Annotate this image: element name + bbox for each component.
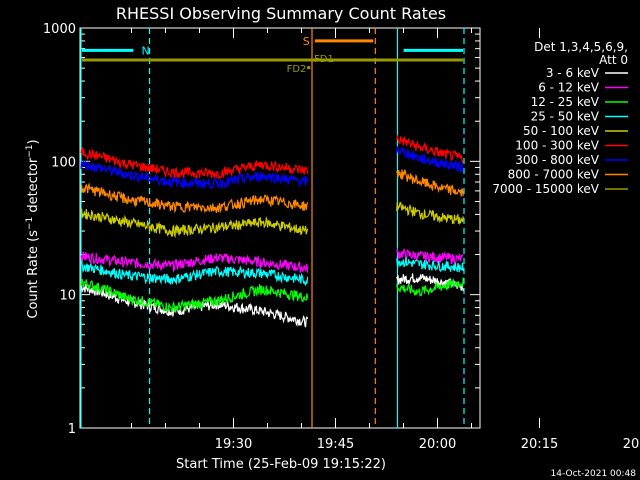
- series-line: [80, 260, 309, 287]
- chart-title: RHESSI Observing Summary Count Rates: [116, 4, 446, 23]
- series-6to12keV: [80, 247, 464, 273]
- series-300to800keV: [80, 146, 464, 191]
- series-50to100keV: [80, 201, 464, 239]
- saa-label: S: [303, 35, 310, 48]
- y-axis-label-sup: −1: [25, 144, 35, 157]
- legend-label: 3 - 6 keV: [546, 66, 600, 80]
- series-line: [396, 134, 464, 163]
- footer-timestamp: 14-Oct-2021 00:48: [551, 469, 637, 479]
- y-axis-label: Count Rate (s−1 detector−1): [25, 139, 41, 318]
- legend-label: 7000 - 15000 keV: [492, 182, 599, 196]
- y-tick-label: 100: [51, 155, 76, 170]
- x-tick-label: 19:45: [317, 437, 354, 452]
- axes-frame: [79, 27, 481, 429]
- night-label: N: [141, 44, 149, 57]
- series-line: [396, 273, 464, 292]
- series-line: [80, 160, 309, 191]
- flare-marker: [307, 66, 311, 70]
- plot-area: 110100100019:3019:4520:0020:1520:3020:45…: [43, 22, 640, 452]
- x-tick-label: 20:15: [521, 437, 558, 452]
- series-100to300keV: [80, 134, 464, 181]
- flare-label-2: FD2: [287, 64, 307, 75]
- legend-label: 12 - 25 keV: [531, 95, 600, 109]
- series-line: [396, 201, 464, 225]
- y-axis-label-part: ): [26, 139, 41, 144]
- series-line: [80, 278, 309, 313]
- series-line: [80, 208, 309, 239]
- legend-label: 300 - 800 keV: [515, 153, 599, 167]
- y-tick-label: 1: [68, 422, 76, 437]
- legend-label: 800 - 7000 keV: [508, 168, 600, 182]
- series-line: [80, 147, 309, 181]
- legend-header: Det 1,3,4,5,6,9,: [534, 40, 628, 54]
- series-line: [396, 247, 464, 266]
- series-line: [396, 169, 464, 197]
- y-axis-label-part: detector: [26, 157, 41, 217]
- legend-label: 100 - 300 keV: [515, 139, 599, 153]
- series-12to25keV: [80, 277, 464, 313]
- series-line: [80, 251, 309, 273]
- y-tick-label: 10: [59, 289, 76, 304]
- series-line: [80, 182, 309, 214]
- x-tick-label: 20:30: [623, 437, 640, 452]
- flare-label-1: FD1: [314, 54, 334, 65]
- x-axis-label: Start Time (25-Feb-09 19:15:22): [176, 457, 386, 472]
- series-line: [396, 257, 464, 273]
- x-tick-label: 19:30: [215, 437, 252, 452]
- series-800to7000keV: [80, 169, 464, 214]
- legend-label: 25 - 50 keV: [531, 110, 600, 124]
- legend-label: 50 - 100 keV: [523, 124, 600, 138]
- x-tick-label: 20:00: [419, 437, 456, 452]
- legend-label: 6 - 12 keV: [538, 81, 600, 95]
- series-line: [396, 146, 464, 174]
- y-axis-label-part: Count Rate (s: [26, 230, 41, 319]
- series-25to50keV: [80, 257, 464, 287]
- series-line: [396, 277, 464, 297]
- y-tick-label: 1000: [43, 22, 76, 37]
- y-axis-label-sup: −1: [25, 217, 35, 230]
- legend-header: Att 0: [599, 53, 628, 67]
